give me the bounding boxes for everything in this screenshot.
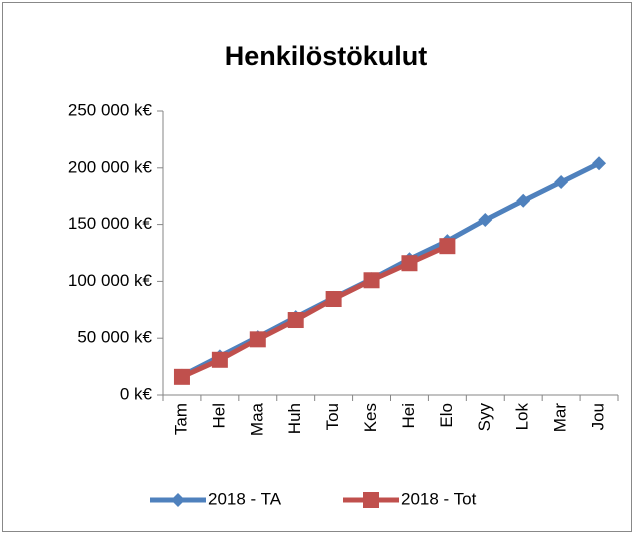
x-tick-label: Elo [437,403,456,428]
data-point [401,255,418,272]
data-point [554,175,569,189]
data-point [249,331,266,348]
y-tick-label: 0 k€ [120,384,153,403]
data-point [592,156,607,171]
chart-border [2,2,632,532]
x-tick-label: Mar [551,403,570,433]
y-tick-label: 50 000 k€ [77,328,152,347]
y-tick-label: 250 000 k€ [68,100,153,119]
data-point [363,272,380,289]
legend-label: 2018 - Tot [401,489,477,508]
x-tick-label: Jou [589,403,608,430]
data-point [211,351,228,368]
x-tick-label: Tam [171,403,190,435]
x-tick-label: Kes [361,403,380,432]
data-point [478,213,493,228]
y-tick-label: 150 000 k€ [68,214,153,233]
x-tick-label: Tou [323,403,342,430]
x-tick-label: Hel [209,403,228,429]
data-point [516,193,531,208]
x-tick-label: Hei [399,403,418,429]
y-tick-label: 100 000 k€ [68,271,153,290]
legend-marker [363,492,379,508]
data-point [325,291,342,308]
x-tick-label: Syy [475,403,494,432]
x-tick-label: Maa [247,402,266,436]
x-tick-label: Huh [285,403,304,434]
legend-marker [171,493,185,507]
data-point [173,368,190,385]
y-tick-label: 200 000 k€ [68,157,153,176]
x-tick-label: Lok [513,403,532,431]
legend-label: 2018 - TA [208,489,282,508]
data-point [287,312,304,329]
chart-title: Henkilöstökulut [225,41,428,71]
data-point [439,238,456,255]
